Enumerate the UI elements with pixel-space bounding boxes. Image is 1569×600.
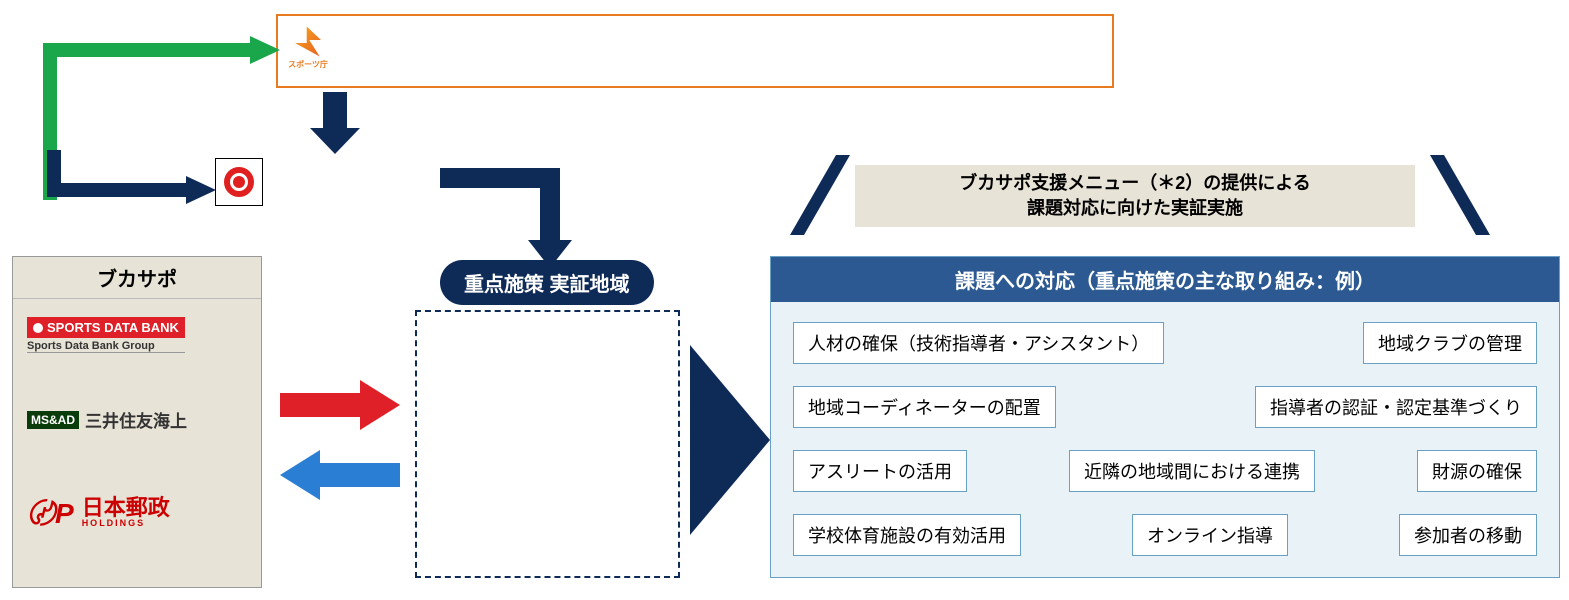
chip: 人材の確保（技術指導者・アシスタント）: [793, 322, 1164, 364]
banner-slash-left: [790, 155, 850, 235]
sdb-sub-text: Sports Data Bank Group: [27, 340, 185, 353]
navy-elbow-down-arrow: [430, 160, 590, 270]
msad-tag-icon: MS&AD: [27, 411, 79, 429]
red-right-arrow: [280, 380, 400, 430]
jp-sub: HOLDINGS: [82, 519, 170, 528]
jp-logo: 〄P 日本郵政 HOLDINGS: [27, 492, 170, 532]
sports-agency-logo: スポーツ庁: [284, 24, 332, 72]
big-right-triangle: [690, 345, 770, 535]
navy-down-arrow: [310, 92, 360, 154]
chip: 地域コーディネーターの配置: [793, 386, 1056, 428]
chip: 地域クラブの管理: [1363, 322, 1537, 364]
banner: ブカサポ支援メニュー（＊2）の提供による 課題対応に向けた実証実施: [855, 165, 1415, 227]
sdb-logo: SPORTS DATA BANK Sports Data Bank Group: [27, 317, 185, 353]
swirl-icon: [224, 167, 254, 197]
partner-logo-box: [215, 158, 263, 206]
chip: 指導者の認証・認定基準づくり: [1255, 386, 1537, 428]
region-placeholder-box: [415, 310, 680, 578]
pill-region-label: 重点施策 実証地域: [440, 260, 654, 305]
sdb-top-text: SPORTS DATA BANK: [47, 320, 179, 335]
chip: 財源の確保: [1417, 450, 1537, 492]
sdb-logo-top-icon: SPORTS DATA BANK: [27, 317, 185, 338]
response-header: 課題への対応（重点施策の主な取り組み：例）: [771, 257, 1559, 302]
banner-line2: 課題対応に向けた実証実施: [865, 196, 1405, 221]
chip: オンライン指導: [1132, 514, 1288, 556]
jp-mark-icon: 〄P: [27, 492, 74, 532]
chip: 学校体育施設の有効活用: [793, 514, 1021, 556]
chip: 参加者の移動: [1399, 514, 1537, 556]
sports-agency-box: スポーツ庁: [276, 14, 1114, 88]
response-panel: 課題への対応（重点施策の主な取り組み：例） 人材の確保（技術指導者・アシスタント…: [770, 256, 1560, 578]
chip: 近隣の地域間における連携: [1069, 450, 1315, 492]
sports-agency-mark-icon: [295, 27, 321, 57]
navy-elbow-arrow: [26, 150, 216, 220]
bukasapo-title: ブカサポ: [13, 257, 261, 299]
blue-left-arrow: [280, 450, 400, 500]
msad-logo: MS&AD 三井住友海上: [27, 407, 187, 432]
sdb-dot-icon: [33, 323, 43, 333]
chip: アスリートの活用: [793, 450, 967, 492]
banner-line1: ブカサポ支援メニュー（＊2）の提供による: [865, 171, 1405, 196]
bukasapo-panel: ブカサポ SPORTS DATA BANK Sports Data Bank G…: [12, 256, 262, 588]
msad-text: 三井住友海上: [85, 407, 187, 432]
sports-agency-label: スポーツ庁: [288, 59, 328, 70]
jp-text: 日本郵政: [82, 497, 170, 519]
banner-slash-right: [1430, 155, 1490, 235]
